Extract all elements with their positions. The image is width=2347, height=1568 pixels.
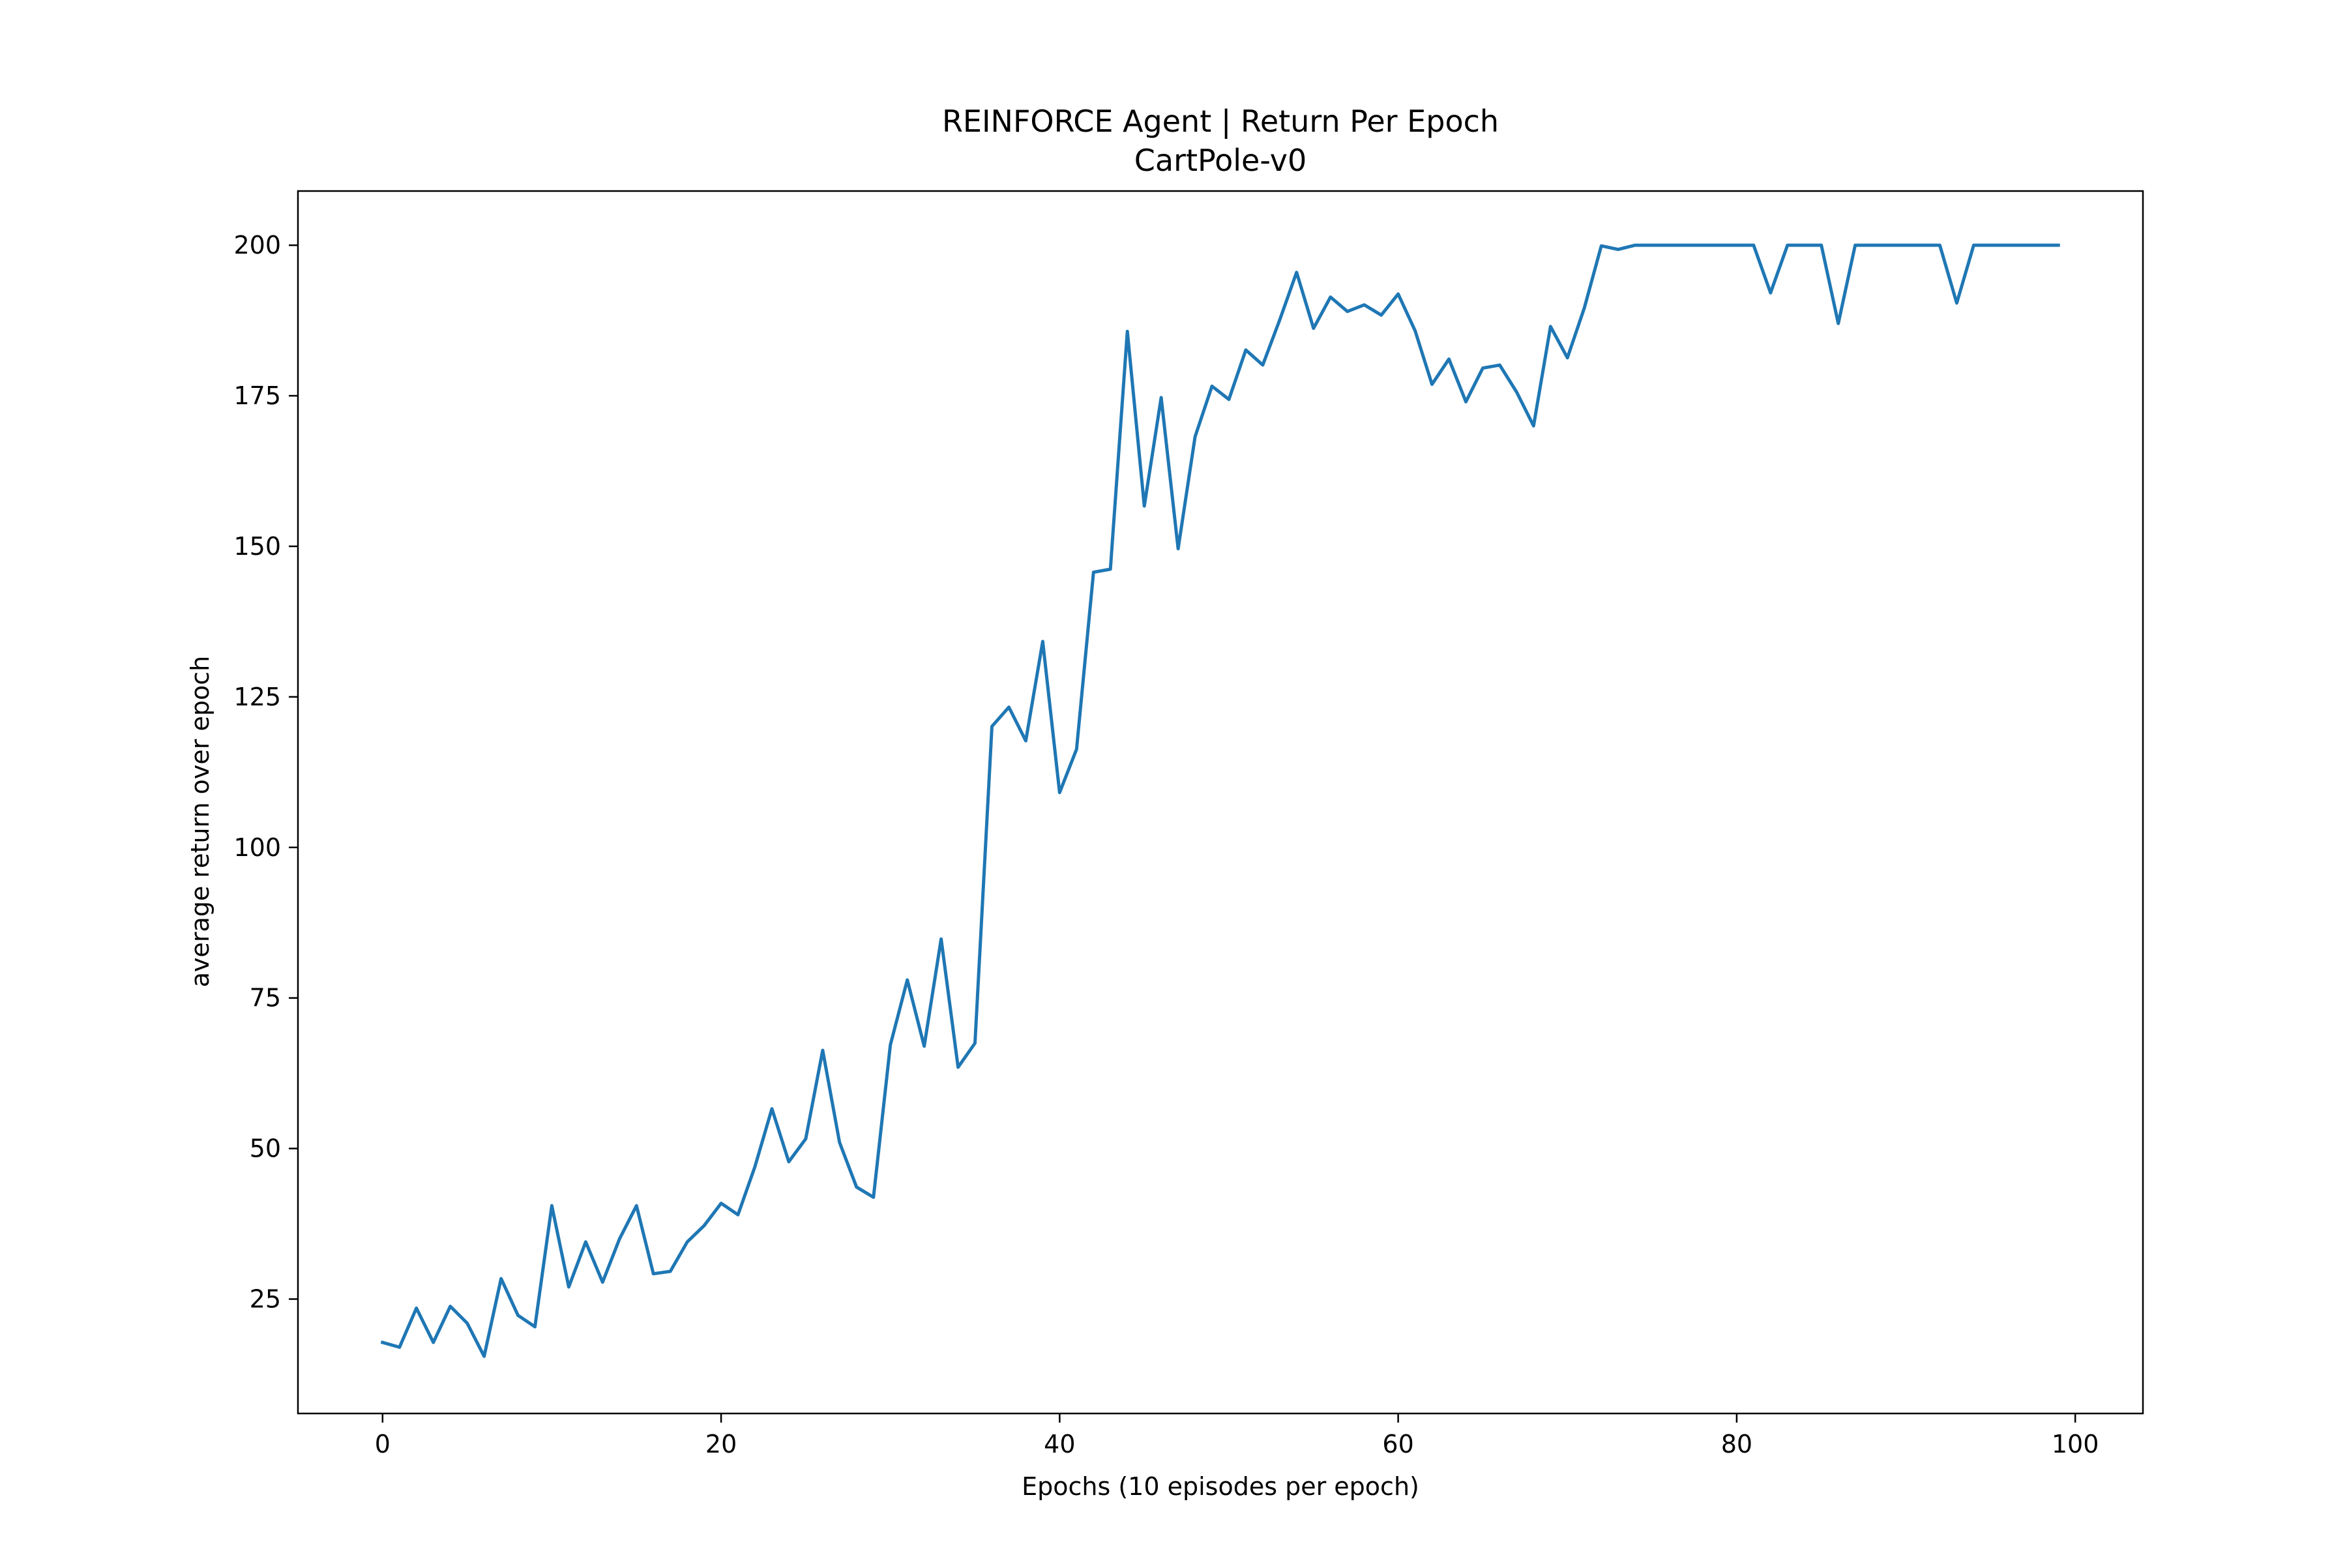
y-axis-ticks: 25 50 75 100 125 150 175 200 [233, 231, 298, 1314]
y-tick-label: 200 [233, 231, 281, 259]
x-tick-label: 60 [1382, 1430, 1413, 1458]
y-tick-label: 150 [233, 532, 281, 561]
y-axis-label: average return over epoch [186, 656, 214, 987]
y-tick-label: 75 [250, 984, 281, 1013]
chart-title: REINFORCE Agent | Return Per Epoch [942, 104, 1499, 140]
y-tick-label: 25 [250, 1285, 281, 1314]
x-tick-label: 80 [1721, 1430, 1752, 1458]
x-tick-label: 100 [2052, 1430, 2099, 1458]
x-axis-ticks: 0 20 40 60 80 100 [375, 1413, 2099, 1458]
series-line-0 [380, 243, 2060, 1358]
x-tick-label: 0 [375, 1430, 391, 1458]
y-tick-label: 175 [233, 381, 281, 410]
x-axis-label: Epochs (10 episodes per epoch) [1022, 1472, 1419, 1501]
x-tick-label: 40 [1044, 1430, 1075, 1458]
y-tick-label: 50 [250, 1134, 281, 1163]
plot-frame [297, 190, 2144, 1415]
y-tick-label: 125 [233, 683, 281, 711]
y-tick-label: 100 [233, 833, 281, 862]
chart-subtitle: CartPole-v0 [1134, 143, 1306, 178]
x-tick-label: 20 [705, 1430, 737, 1458]
plot-area [380, 243, 2060, 1358]
